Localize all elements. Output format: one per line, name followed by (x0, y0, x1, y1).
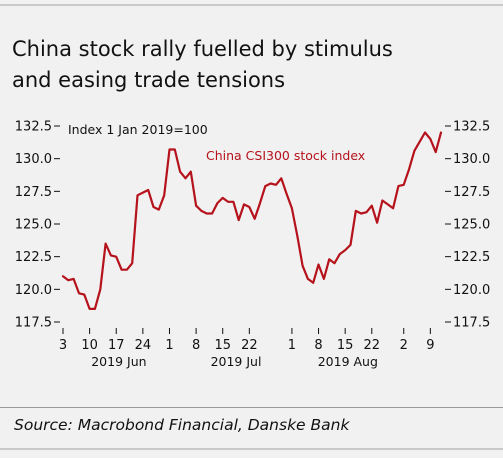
divider (0, 407, 503, 408)
right-y-tick-label: 122.5 (453, 250, 490, 265)
line-chart: 132.5 130.0 127.5 125.0 122.5 120.0 117.5 132.… (15, 120, 490, 370)
x-tick-label: 15 (214, 338, 231, 353)
series-label: China CSI300 stock index (206, 148, 365, 163)
x-tick-label: 17 (108, 338, 125, 353)
title-line-2: and easing trade tensions (12, 68, 286, 92)
right-y-tick-label: 125.0 (453, 218, 490, 233)
x-tick-label: 8 (314, 338, 322, 353)
x-tick-label: 1 (165, 338, 173, 353)
top-rule (0, 4, 503, 6)
x-tick-label: 8 (192, 338, 200, 353)
x-month-label: 2019 Aug (318, 354, 378, 369)
x-tick-label: 22 (364, 338, 381, 353)
x-tick-label: 9 (426, 338, 434, 353)
right-y-tick-label: 120.0 (453, 283, 490, 298)
left-y-tick-label: 117.5 (15, 316, 52, 331)
right-y-axis: 132.5 130.0 127.5 125.0 122.5 120.0 117.5 (445, 120, 490, 331)
index-annotation: Index 1 Jan 2019=100 (68, 122, 208, 137)
bottom-rule (0, 448, 503, 450)
x-tick-label: 15 (337, 338, 354, 353)
x-tick-label: 2 (400, 338, 408, 353)
x-tick-label: 24 (135, 338, 152, 353)
x-tick-label: 1 (288, 338, 296, 353)
left-y-axis: 132.5 130.0 127.5 125.0 122.5 120.0 117.5 (15, 120, 60, 331)
x-month-label: 2019 Jul (211, 354, 262, 369)
right-y-tick-label: 127.5 (453, 185, 490, 200)
title-line-1: China stock rally fuelled by stimulus (12, 37, 393, 61)
x-tick-label: 22 (241, 338, 258, 353)
right-y-tick-label: 130.0 (453, 152, 490, 167)
right-y-tick-label: 117.5 (453, 316, 490, 331)
x-month-label: 2019 Jun (91, 354, 146, 369)
chart-title: China stock rally fuelled by stimulus an… (12, 34, 492, 96)
right-y-tick-label: 132.5 (453, 120, 490, 135)
left-y-tick-label: 122.5 (15, 250, 52, 265)
left-y-tick-label: 120.0 (15, 283, 52, 298)
left-y-tick-label: 132.5 (15, 120, 52, 135)
left-y-tick-label: 125.0 (15, 218, 52, 233)
series-line-csi300 (61, 131, 443, 310)
x-tick-label: 3 (59, 338, 67, 353)
x-tick-label: 10 (81, 338, 98, 353)
source-note: Source: Macrobond Financial, Danske Bank (14, 416, 350, 434)
left-y-tick-label: 130.0 (15, 152, 52, 167)
left-y-tick-label: 127.5 (15, 185, 52, 200)
